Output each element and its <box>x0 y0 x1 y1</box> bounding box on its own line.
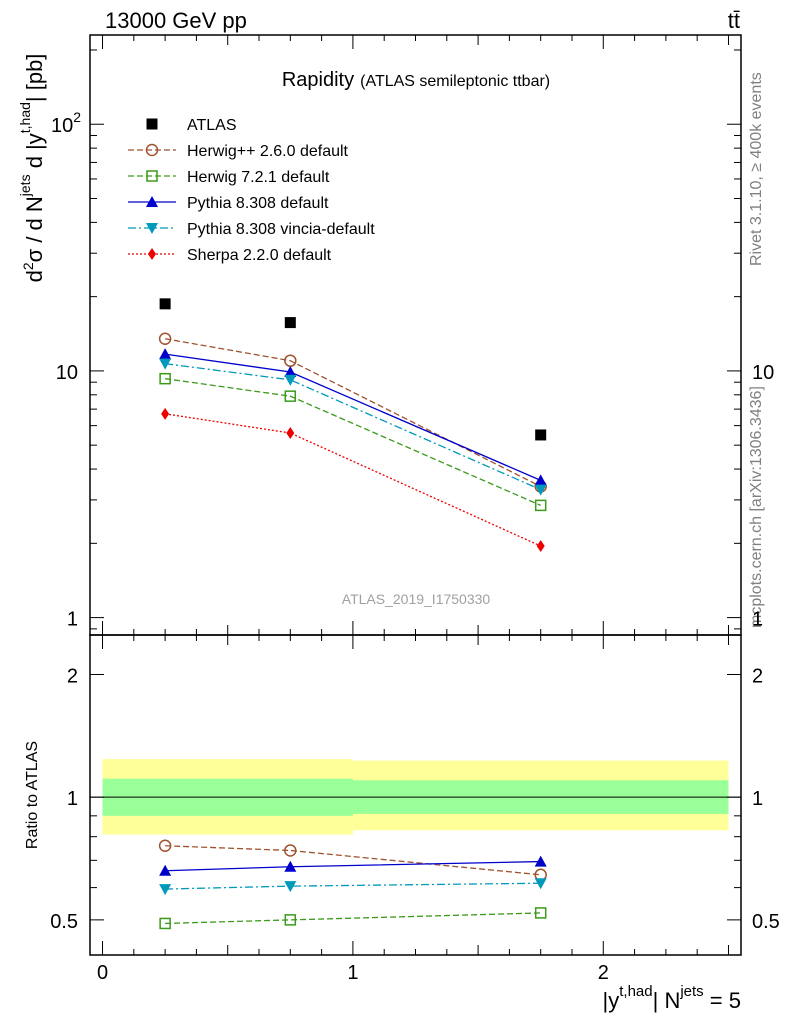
x-axis-label-text: |yt,had| Njets = 5 <box>603 983 741 1013</box>
legend-marker <box>146 170 158 182</box>
series-line <box>165 353 541 481</box>
legend-label: Pythia 8.308 vincia-default <box>187 221 375 238</box>
series-herwig-2-6-0-default <box>158 332 547 493</box>
data-point <box>534 474 547 486</box>
data-point <box>284 317 296 329</box>
series-line <box>165 413 541 547</box>
ratio-line <box>165 845 541 876</box>
y-axis-label: d2σ / d Njets d |yt,had| [pb] <box>17 54 47 283</box>
data-point <box>534 499 547 512</box>
ratio-line <box>165 912 541 925</box>
main-plot-area: 1 1 10 10 102 <box>51 34 774 636</box>
legend-marker <box>146 196 158 207</box>
ratio-point <box>284 881 297 893</box>
data-point <box>159 372 171 385</box>
ratio-y-tick-label-right: 1 <box>752 788 763 810</box>
ratio-panel: 0.5 0.5 1 1 2 2 0 1 2 Ratio to ATLAS |yt,had| Nj… <box>24 634 780 1013</box>
data-point <box>535 429 547 441</box>
ratio-series-pythia-8-308-default <box>159 855 547 876</box>
legend-label: Herwig++ 2.6.0 default <box>187 143 349 160</box>
main-panel: 1 1 10 10 102 Rapidity (ATLAS semileptonic t… <box>17 34 774 636</box>
legend-marker <box>145 143 159 157</box>
ratio-plot-area: 0.5 0.5 1 1 2 2 0 1 2 <box>50 634 780 984</box>
data-point <box>158 332 172 346</box>
legend-item: Herwig++ 2.6.0 default <box>128 143 349 160</box>
ratio-y-axis-label: Ratio to ATLAS <box>24 741 41 849</box>
ratio-point <box>284 914 297 926</box>
legend-marker <box>146 118 158 130</box>
x-tick-label: 2 <box>598 962 609 984</box>
chart-subtitle: (ATLAS semileptonic ttbar) <box>360 73 550 90</box>
ratio-y-tick-label-right: 0.5 <box>752 911 780 933</box>
series-line <box>165 378 541 506</box>
x-tick-label: 0 <box>97 962 108 984</box>
ratio-point <box>534 907 547 919</box>
main-y-tick-label-right: 10 <box>752 362 774 384</box>
series-pythia-8-308-vincia-default <box>159 358 547 496</box>
legend-label: Pythia 8.308 default <box>187 195 329 212</box>
ratio-line <box>165 882 541 890</box>
data-point <box>284 390 297 402</box>
ratio-series-herwig-7-2-1-default <box>159 907 547 930</box>
legend-item: Pythia 8.308 vincia-default <box>128 221 375 238</box>
legend-item: Sherpa 2.2.0 default <box>128 247 332 264</box>
ratio-point <box>284 860 297 872</box>
data-point <box>284 374 297 386</box>
observable-symbol: tt̄ <box>728 8 740 33</box>
series-atlas <box>159 298 547 441</box>
legend-item: Pythia 8.308 default <box>128 195 329 212</box>
series-pythia-8-308-default <box>159 348 547 486</box>
data-point <box>284 365 297 377</box>
data-point <box>286 427 295 440</box>
legend-label: Herwig 7.2.1 default <box>187 169 330 186</box>
ratio-point <box>159 917 171 930</box>
data-point <box>159 298 171 310</box>
analysis-id: ATLAS_2019_I1750330 <box>342 591 491 607</box>
legend-marker <box>146 223 158 234</box>
x-axis-label: |yt,had| Njets = 5 <box>603 983 741 1013</box>
ratio-y-tick-label: 0.5 <box>50 911 78 933</box>
series-line <box>165 363 541 491</box>
legend-label: Sherpa 2.2.0 default <box>187 247 332 264</box>
chart-title: Rapidity <box>282 69 354 91</box>
legend-item: Herwig 7.2.1 default <box>128 169 330 186</box>
data-point <box>159 348 172 360</box>
series-sherpa-2-2-0-default <box>161 407 545 553</box>
main-y-tick-label: 1 <box>67 609 78 631</box>
data-point <box>536 540 545 553</box>
series-line <box>165 338 541 488</box>
ratio-series-pythia-8-308-vincia-default <box>159 878 547 896</box>
ratio-series-herwig-2-6-0-default <box>158 839 547 882</box>
legend-item: ATLAS <box>146 117 237 134</box>
ratio-y-tick-label-right: 2 <box>752 665 763 687</box>
ratio-point <box>284 844 297 857</box>
legend-marker <box>148 248 156 260</box>
legend: ATLAS Herwig++ 2.6.0 default Herwig 7.2.1 … <box>128 117 375 264</box>
data-point <box>159 358 172 370</box>
data-point <box>161 407 170 420</box>
data-point <box>534 484 547 496</box>
main-y-tick-label-right: 1 <box>752 609 763 631</box>
main-y-tick-label: 102 <box>51 109 81 137</box>
ratio-point <box>534 878 547 890</box>
ratio-point <box>159 884 172 896</box>
legend-label: ATLAS <box>187 117 237 134</box>
ratio-point <box>159 864 172 876</box>
ratio-point <box>158 839 172 853</box>
rivet-label: Rivet 3.1.10, ≥ 400k events <box>748 72 765 266</box>
ratio-y-tick-label: 1 <box>67 788 78 810</box>
ratio-y-tick-label: 2 <box>67 665 78 687</box>
process-label: 13000 GeV pp <box>105 8 247 33</box>
x-tick-label: 1 <box>347 962 358 984</box>
main-y-tick-label: 10 <box>56 362 78 384</box>
ratio-point <box>534 855 547 867</box>
y-axis-label-text: d2σ / d Njets d |yt,had| [pb] <box>17 54 47 283</box>
series-herwig-7-2-1-default <box>159 372 547 512</box>
source-label: mcplots.cern.ch [arXiv:1306.3436] <box>748 386 765 628</box>
